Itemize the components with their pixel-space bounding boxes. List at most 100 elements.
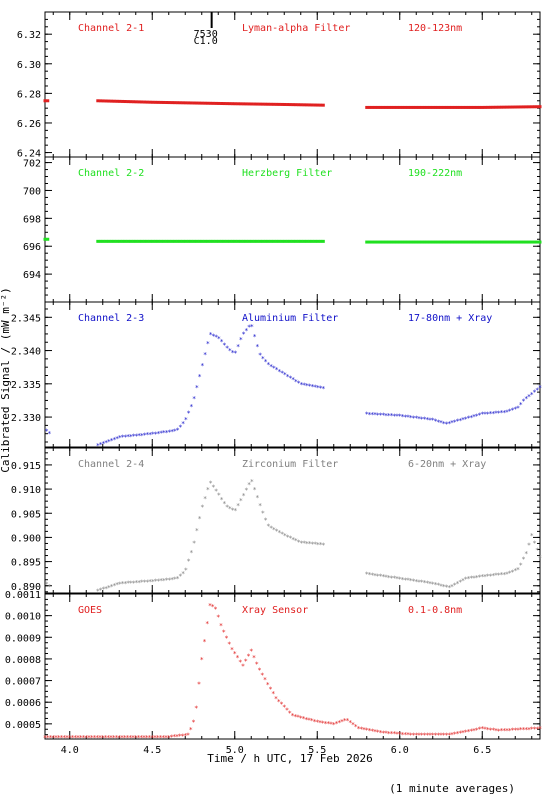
data-point	[198, 101, 202, 105]
data-point: *	[510, 568, 514, 576]
data-point: *	[318, 385, 322, 393]
data-point	[46, 99, 50, 103]
data-point	[264, 102, 268, 106]
data-point: *	[178, 423, 182, 431]
data-point: *	[436, 418, 440, 426]
data-point: *	[310, 717, 314, 725]
data-point: *	[266, 523, 270, 531]
data-point	[497, 105, 501, 109]
data-point: *	[173, 428, 177, 436]
data-point	[395, 240, 399, 244]
panel-2: 694 696 698 700 702 Channel 2-2 Herzberg Filte…	[23, 156, 542, 303]
data-point	[417, 240, 421, 244]
data-point	[126, 100, 130, 104]
data-point: *	[296, 538, 300, 546]
data-point	[522, 240, 525, 244]
data-series-1: **	[45, 427, 52, 438]
data-point	[373, 105, 377, 109]
data-point: *	[211, 484, 215, 492]
data-point	[198, 239, 202, 243]
data-point: *	[461, 577, 465, 585]
data-point: *	[387, 412, 391, 420]
data-point	[129, 100, 133, 104]
data-point: *	[530, 391, 534, 399]
data-point	[310, 103, 314, 107]
y-tick-label: 0.0007	[5, 677, 41, 688]
data-point: *	[354, 723, 358, 731]
y-tick-label: 694	[23, 270, 41, 281]
data-point: *	[494, 572, 498, 580]
data-point: *	[488, 410, 492, 418]
data-point: *	[475, 412, 479, 420]
data-point: *	[288, 709, 292, 717]
data-point	[269, 102, 273, 106]
data-point	[475, 240, 479, 244]
panel-stack: 6.24 6.26 6.28 6.30 6.32 Channel 2-1 Lyman-alp…	[5, 11, 542, 756]
data-point: *	[197, 515, 201, 523]
data-point	[173, 101, 177, 105]
data-point	[480, 240, 484, 244]
data-point	[491, 240, 495, 244]
data-point: *	[98, 587, 102, 595]
data-point: *	[117, 734, 121, 742]
data-point: *	[136, 734, 140, 742]
data-point: *	[409, 577, 413, 585]
data-point: *	[279, 701, 283, 709]
data-point: *	[140, 579, 144, 587]
data-point: *	[184, 566, 188, 574]
data-point: *	[425, 416, 429, 424]
data-point	[104, 239, 108, 243]
data-point	[442, 105, 446, 109]
data-point: *	[123, 433, 127, 441]
data-point: *	[431, 417, 435, 425]
data-point: *	[480, 725, 484, 733]
data-point	[184, 239, 188, 243]
data-point: *	[461, 729, 465, 737]
data-point: *	[214, 333, 218, 341]
data-point	[167, 239, 171, 243]
data-point: *	[497, 409, 501, 417]
data-point	[195, 239, 199, 243]
data-point: *	[433, 581, 437, 589]
data-point: *	[516, 726, 520, 734]
data-point	[538, 105, 542, 109]
data-point: *	[318, 719, 322, 727]
data-point: *	[98, 734, 102, 742]
y-tick-label: 6.30	[17, 60, 41, 71]
data-point: *	[107, 438, 111, 446]
data-point	[255, 239, 259, 243]
panel-filter-label: Zirconium Filter	[242, 459, 338, 470]
data-point: *	[469, 414, 473, 422]
data-point	[527, 105, 531, 109]
data-point: *	[192, 395, 196, 403]
data-point: *	[241, 492, 245, 500]
data-point	[417, 105, 421, 109]
data-point: *	[170, 428, 174, 436]
data-point: *	[307, 540, 311, 548]
data-point: *	[444, 584, 448, 592]
data-point	[491, 105, 495, 109]
data-point	[154, 239, 158, 243]
data-point: *	[104, 585, 108, 593]
data-point: *	[145, 431, 149, 439]
data-point	[222, 239, 226, 243]
data-point: *	[323, 720, 327, 728]
panel-channel-label: GOES	[78, 605, 102, 616]
data-point: *	[403, 576, 407, 584]
data-point: *	[521, 556, 525, 564]
data-point: *	[450, 731, 454, 739]
data-point: *	[499, 409, 503, 417]
data-point	[184, 101, 188, 105]
data-point: *	[491, 410, 495, 418]
data-point: *	[384, 730, 388, 738]
data-point: *	[494, 410, 498, 418]
data-point: *	[409, 414, 413, 422]
data-point: *	[277, 368, 281, 376]
data-point: *	[291, 376, 295, 384]
data-point: *	[59, 734, 63, 742]
y-tick-label: 0.0006	[5, 698, 41, 709]
data-point	[156, 100, 160, 104]
y-tick-label: 702	[23, 159, 41, 170]
data-point: *	[181, 570, 185, 578]
data-point: *	[244, 327, 248, 335]
